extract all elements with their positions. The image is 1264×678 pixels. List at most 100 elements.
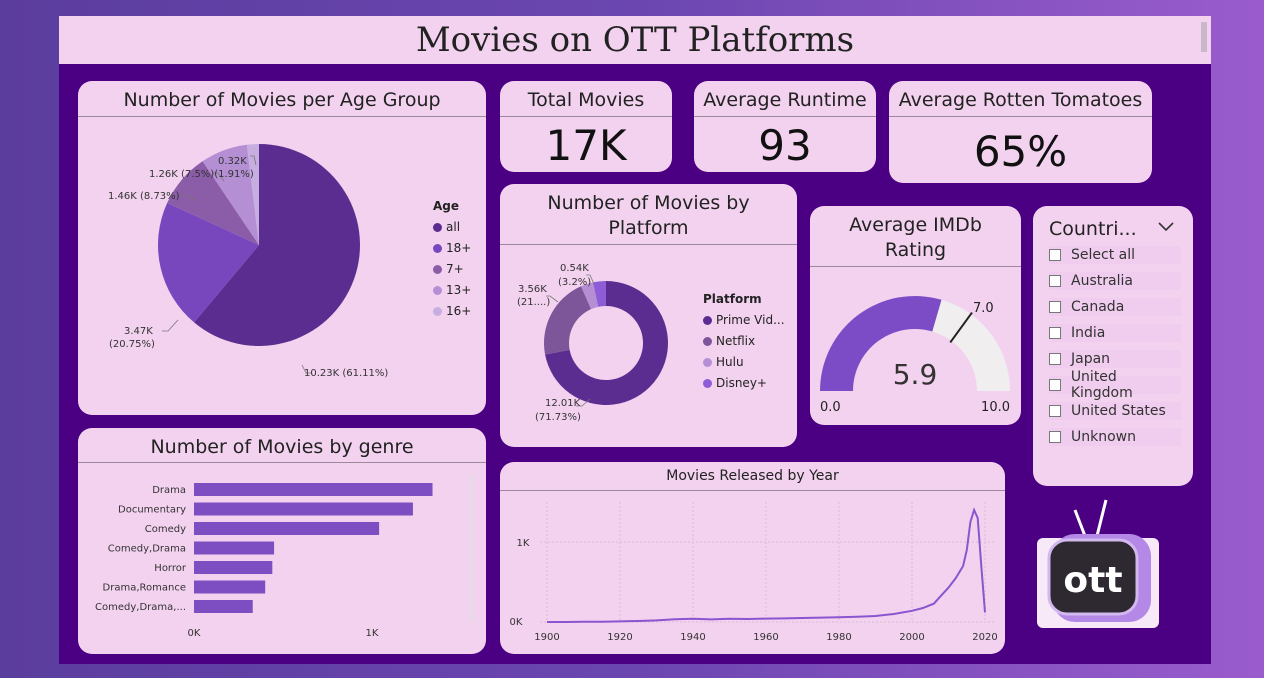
pie-slice-18+ bbox=[158, 202, 259, 323]
gauge-value: 5.9 bbox=[893, 358, 938, 391]
legend-item[interactable]: 7+ bbox=[433, 262, 471, 276]
scrollbar[interactable] bbox=[1201, 22, 1207, 52]
legend-item[interactable]: Prime Vid... bbox=[703, 313, 785, 327]
legend-label: Netflix bbox=[716, 334, 756, 348]
platform-donut-chart[interactable]: 12.01K (71.73%) 3.56K (21....) 0.54K (3.… bbox=[500, 184, 797, 447]
platform-legend: Platform Prime Vid... Netflix Hulu Disne… bbox=[703, 292, 785, 390]
scrollbar[interactable] bbox=[469, 474, 473, 622]
country-option[interactable]: United Kingdom bbox=[1049, 369, 1181, 401]
divider bbox=[810, 266, 1021, 267]
checkbox[interactable] bbox=[1049, 431, 1061, 443]
checkbox[interactable] bbox=[1049, 353, 1061, 365]
legend-dot bbox=[433, 285, 442, 295]
divider bbox=[694, 116, 876, 117]
legend-item[interactable]: 16+ bbox=[433, 304, 471, 318]
x-tick-label: 0K bbox=[188, 628, 201, 639]
leader-line bbox=[546, 295, 559, 303]
checkbox[interactable] bbox=[1049, 249, 1061, 261]
year-title: Movies Released by Year bbox=[666, 468, 839, 484]
legend-label: Hulu bbox=[716, 355, 744, 369]
genre-bar bbox=[194, 600, 253, 613]
gauge-target-marker bbox=[949, 311, 973, 344]
genre-bar-chart[interactable]: Drama Documentary Comedy Comedy,Drama Horror… bbox=[78, 428, 486, 654]
gauge-fill bbox=[820, 296, 942, 391]
rotten-tomatoes-label: Average Rotten Tomatoes bbox=[898, 89, 1143, 111]
total-movies-label: Total Movies bbox=[527, 89, 645, 111]
legend-item[interactable]: 18+ bbox=[433, 241, 471, 255]
donut-label: 0.54K bbox=[560, 263, 589, 274]
donut-slice-Netflix bbox=[544, 286, 592, 355]
average-runtime-label: Average Runtime bbox=[703, 89, 867, 111]
total-movies-value: 17K bbox=[545, 121, 627, 170]
legend-title: Age bbox=[433, 199, 460, 213]
age-pie-chart[interactable]: 10.23K (61.11%) 3.47K (20.75%) 1.46K (8.… bbox=[78, 81, 486, 415]
country-option[interactable]: United States bbox=[1049, 402, 1181, 420]
leader-line bbox=[250, 155, 257, 166]
tv-logo-icon: ott bbox=[1037, 499, 1159, 628]
genre-category-label: Horror bbox=[154, 563, 187, 574]
chevron-down-icon[interactable] bbox=[1157, 220, 1175, 232]
legend-label: 13+ bbox=[446, 283, 472, 297]
legend-label: 7+ bbox=[446, 262, 464, 276]
legend-dot bbox=[433, 264, 442, 274]
legend-dot bbox=[703, 315, 712, 325]
imdb-card: Average IMDb Rating 5.9 0.0 10.0 7.0 bbox=[810, 206, 1021, 425]
rotten-tomatoes-value: 65% bbox=[973, 127, 1068, 176]
checkbox[interactable] bbox=[1049, 327, 1061, 339]
legend-dot bbox=[433, 243, 442, 253]
ott-logo: ott bbox=[1031, 496, 1166, 631]
x-tick-label: 1980 bbox=[826, 632, 851, 643]
gauge-min: 0.0 bbox=[820, 400, 841, 415]
checkbox[interactable] bbox=[1049, 379, 1061, 391]
genre-category-label: Comedy,Drama bbox=[108, 544, 186, 555]
legend-item[interactable]: 13+ bbox=[433, 283, 471, 297]
checkbox[interactable] bbox=[1049, 405, 1061, 417]
country-option[interactable]: Australia bbox=[1049, 272, 1181, 290]
country-option[interactable]: Japan bbox=[1049, 350, 1181, 368]
imdb-gauge[interactable]: 5.9 0.0 10.0 7.0 bbox=[810, 206, 1021, 425]
legend-item[interactable]: all bbox=[433, 220, 471, 234]
country-option[interactable]: India bbox=[1049, 324, 1181, 342]
country-option[interactable]: Unknown bbox=[1049, 428, 1181, 446]
checkbox[interactable] bbox=[1049, 275, 1061, 287]
donut-slice-Hulu bbox=[581, 282, 599, 310]
series-line bbox=[547, 507, 986, 623]
option-label: Japan bbox=[1071, 351, 1111, 367]
legend-item[interactable]: Netflix bbox=[703, 334, 785, 348]
divider bbox=[78, 116, 486, 117]
legend-label: 16+ bbox=[446, 304, 472, 318]
legend-item[interactable]: Disney+ bbox=[703, 376, 785, 390]
platform-title-line2: Platform bbox=[608, 217, 689, 239]
x-tick-label: 1900 bbox=[534, 632, 559, 643]
x-tick-label: 1960 bbox=[753, 632, 778, 643]
option-label: United States bbox=[1071, 403, 1166, 419]
legend-dot bbox=[433, 222, 442, 232]
leader-line bbox=[586, 274, 595, 285]
option-label: Select all bbox=[1071, 247, 1135, 263]
option-label: Australia bbox=[1071, 273, 1133, 289]
logo-text: ott bbox=[1063, 560, 1122, 601]
genre-bar bbox=[194, 580, 266, 594]
year-card: Movies Released by Year 1K 0K 1900 1920 19… bbox=[500, 462, 1005, 654]
title-bar: Movies on OTT Platforms bbox=[59, 16, 1211, 64]
country-option[interactable]: Canada bbox=[1049, 298, 1181, 316]
option-label: Unknown bbox=[1071, 429, 1136, 445]
age-group-title: Number of Movies per Age Group bbox=[123, 89, 441, 111]
legend-label: Disney+ bbox=[716, 376, 767, 390]
legend-title: Platform bbox=[703, 292, 762, 306]
divider bbox=[500, 244, 797, 245]
rotten-tomatoes-card: Average Rotten Tomatoes 65% bbox=[889, 81, 1152, 183]
x-tick-label: 2000 bbox=[899, 632, 924, 643]
pie-slice-13+ bbox=[202, 144, 259, 245]
year-line-chart[interactable]: 1K 0K 1900 1920 1940 1960 1980 2000 2020 bbox=[500, 462, 1005, 654]
platform-card: Number of Movies by Platform 12.01K (71.… bbox=[500, 184, 797, 447]
legend-label: Prime Vid... bbox=[716, 313, 785, 327]
option-label: United Kingdom bbox=[1070, 369, 1133, 401]
x-tick-label: 1940 bbox=[680, 632, 705, 643]
x-tick-label: 1920 bbox=[607, 632, 632, 643]
divider bbox=[78, 462, 486, 463]
legend-item[interactable]: Hulu bbox=[703, 355, 785, 369]
checkbox[interactable] bbox=[1049, 301, 1061, 313]
genre-card: Number of Movies by genre Drama Documenta… bbox=[78, 428, 486, 654]
country-option-select-all[interactable]: Select all bbox=[1049, 246, 1181, 264]
